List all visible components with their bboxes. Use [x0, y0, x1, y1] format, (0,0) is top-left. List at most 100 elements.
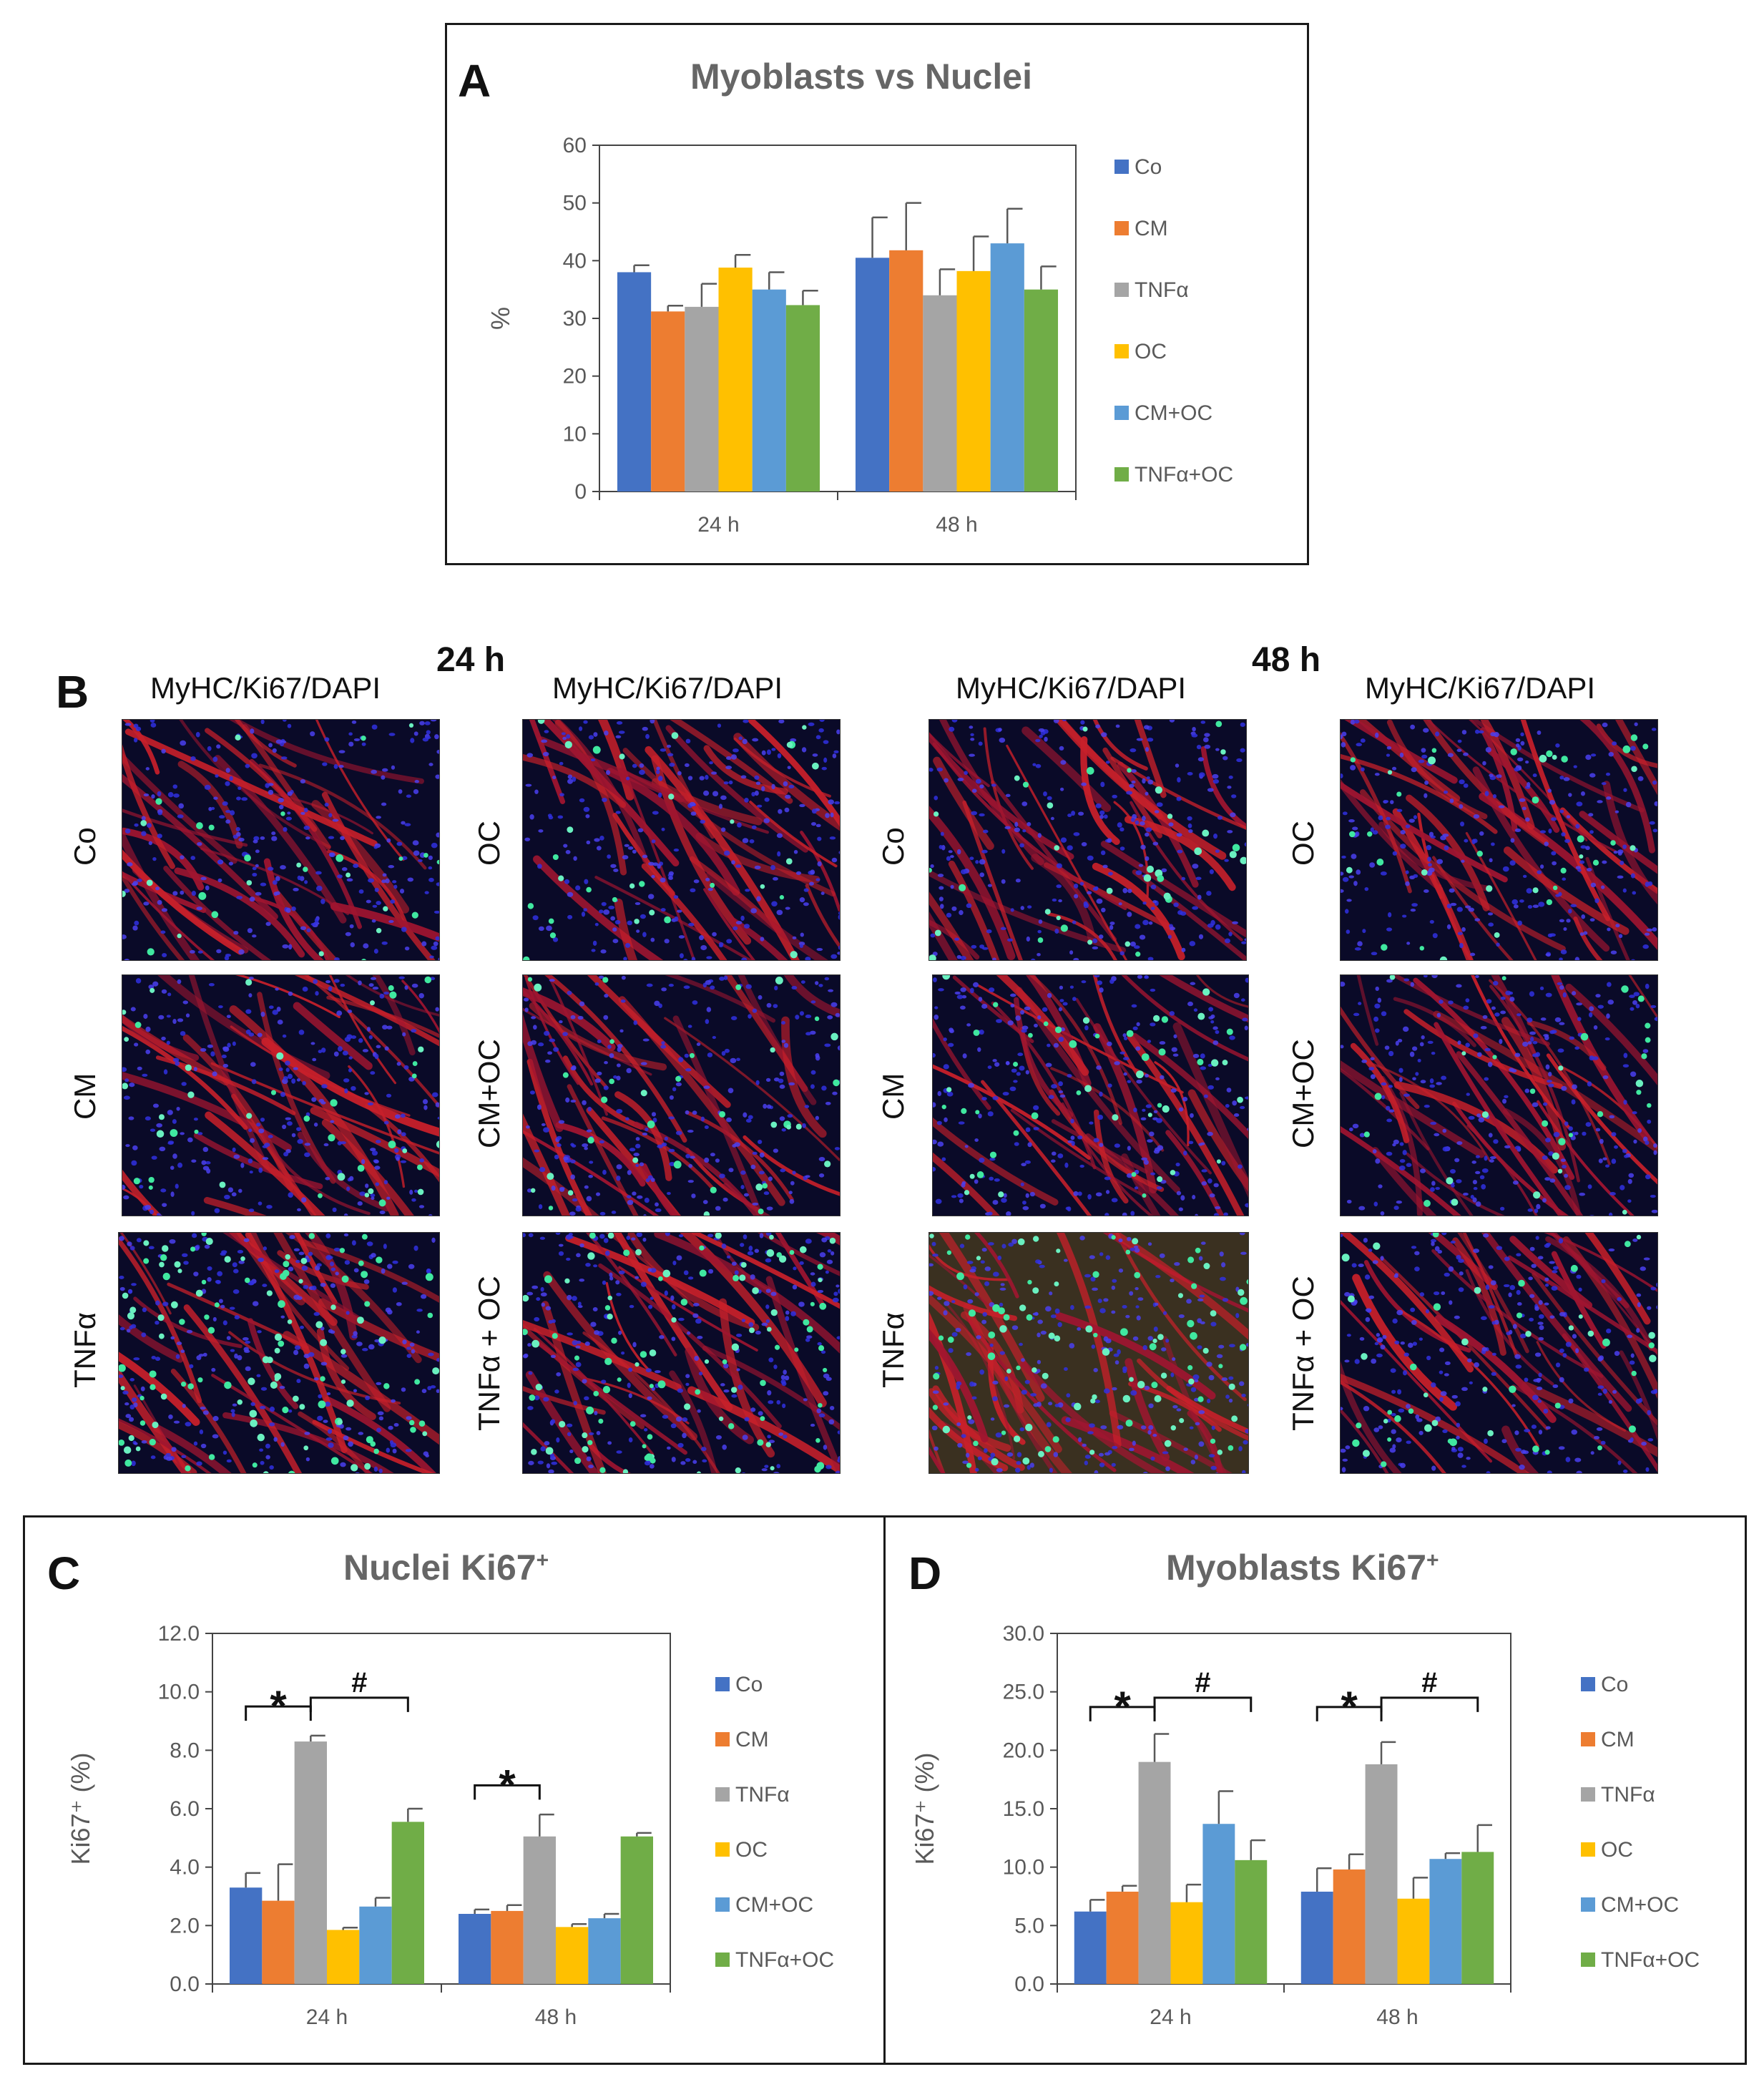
dapi-nucleus — [1192, 864, 1199, 869]
dapi-nucleus — [1590, 882, 1597, 888]
dapi-nucleus — [371, 724, 378, 730]
y-tick-label: 2.0 — [170, 1914, 200, 1937]
dapi-nucleus — [951, 720, 958, 723]
dapi-nucleus — [1092, 946, 1099, 950]
dapi-nucleus — [640, 1414, 647, 1417]
dapi-nucleus — [1609, 1191, 1616, 1196]
dapi-nucleus — [608, 905, 615, 910]
myotube — [1057, 720, 1163, 820]
dapi-nucleus — [1489, 858, 1493, 863]
dapi-nucleus — [152, 857, 157, 861]
dapi-nucleus — [933, 977, 937, 982]
ki67-nucleus — [564, 741, 572, 749]
dapi-nucleus — [1103, 1298, 1109, 1302]
dapi-nucleus — [230, 1349, 235, 1352]
dapi-nucleus — [748, 1321, 754, 1327]
dapi-nucleus — [370, 977, 377, 980]
dapi-nucleus — [1037, 1015, 1042, 1020]
dapi-nucleus — [1602, 722, 1608, 728]
myotube — [1057, 1233, 1122, 1448]
dapi-nucleus — [709, 761, 713, 765]
dapi-nucleus — [267, 866, 274, 871]
dapi-nucleus — [1176, 1191, 1182, 1196]
ki67-nucleus — [722, 1359, 727, 1364]
dapi-nucleus — [815, 1115, 820, 1120]
ki67-nucleus — [147, 948, 155, 956]
dapi-nucleus — [700, 1447, 707, 1452]
dapi-nucleus — [1130, 1211, 1135, 1216]
dapi-nucleus — [1224, 859, 1229, 862]
dapi-nucleus — [1084, 1274, 1091, 1278]
ki67-nucleus — [389, 991, 397, 999]
dapi-nucleus — [176, 1341, 182, 1346]
ki67-nucleus — [1476, 850, 1483, 857]
dapi-nucleus — [1391, 1389, 1396, 1394]
dapi-nucleus — [1496, 774, 1502, 778]
ki67-nucleus — [696, 1471, 702, 1473]
ki67-nucleus — [548, 918, 554, 924]
dapi-nucleus — [1117, 822, 1122, 828]
dapi-nucleus — [141, 816, 146, 821]
dapi-nucleus — [250, 1138, 255, 1143]
dapi-nucleus — [269, 1406, 275, 1412]
ki67-nucleus — [803, 1319, 810, 1326]
dapi-nucleus — [162, 1203, 167, 1207]
dapi-nucleus — [1457, 739, 1462, 743]
dapi-nucleus — [1140, 1117, 1147, 1121]
dapi-nucleus — [421, 1389, 427, 1394]
dapi-nucleus — [1374, 1003, 1381, 1009]
dapi-nucleus — [1043, 791, 1047, 796]
dapi-nucleus — [539, 1236, 546, 1240]
dapi-nucleus — [981, 1248, 987, 1252]
dapi-nucleus — [137, 1066, 142, 1070]
dapi-nucleus — [660, 1045, 667, 1049]
dapi-nucleus — [1119, 951, 1124, 956]
dapi-nucleus — [821, 766, 827, 771]
dapi-nucleus — [1083, 903, 1089, 909]
ki67-nucleus — [133, 1178, 140, 1185]
dapi-nucleus — [293, 1248, 300, 1251]
dapi-nucleus — [785, 1316, 790, 1321]
dapi-nucleus — [979, 872, 985, 877]
ki67-nucleus — [941, 1104, 946, 1110]
dapi-nucleus — [671, 1304, 676, 1310]
dapi-nucleus — [1424, 889, 1429, 894]
dapi-nucleus — [340, 836, 345, 841]
dapi-nucleus — [180, 855, 185, 860]
dapi-nucleus — [1050, 1314, 1057, 1319]
dapi-nucleus — [1019, 1342, 1023, 1347]
dapi-nucleus — [999, 1302, 1004, 1307]
dapi-nucleus — [670, 1423, 677, 1429]
dapi-nucleus — [1178, 1207, 1183, 1211]
dapi-nucleus — [645, 1368, 652, 1373]
dapi-nucleus — [1532, 1053, 1539, 1057]
dapi-nucleus — [1398, 1077, 1403, 1082]
ki67-nucleus — [1597, 1111, 1604, 1118]
dapi-nucleus — [979, 1158, 985, 1163]
ki67-nucleus — [320, 1339, 328, 1347]
dapi-nucleus — [1053, 1452, 1059, 1457]
dapi-nucleus — [1606, 796, 1612, 800]
myotube — [122, 871, 185, 960]
dapi-nucleus — [1198, 772, 1205, 778]
dapi-nucleus — [1197, 894, 1202, 900]
ki67-nucleus — [1546, 899, 1552, 906]
dapi-nucleus — [252, 1301, 259, 1306]
bar — [1429, 1859, 1462, 1984]
dapi-nucleus — [810, 1030, 816, 1035]
dapi-nucleus — [333, 763, 338, 769]
dapi-nucleus — [134, 920, 139, 926]
dapi-nucleus — [642, 1132, 648, 1136]
dapi-nucleus — [650, 720, 655, 724]
dapi-nucleus — [1421, 748, 1426, 753]
dapi-nucleus — [784, 1375, 790, 1381]
dapi-nucleus — [1368, 1067, 1375, 1071]
dapi-nucleus — [1003, 1404, 1010, 1408]
dapi-nucleus — [1484, 1155, 1488, 1161]
dapi-nucleus — [1140, 821, 1145, 826]
dapi-nucleus — [589, 1160, 594, 1164]
dapi-nucleus — [740, 1185, 745, 1190]
myotube — [533, 855, 664, 960]
dapi-nucleus — [682, 1432, 687, 1439]
dapi-nucleus — [979, 784, 984, 789]
